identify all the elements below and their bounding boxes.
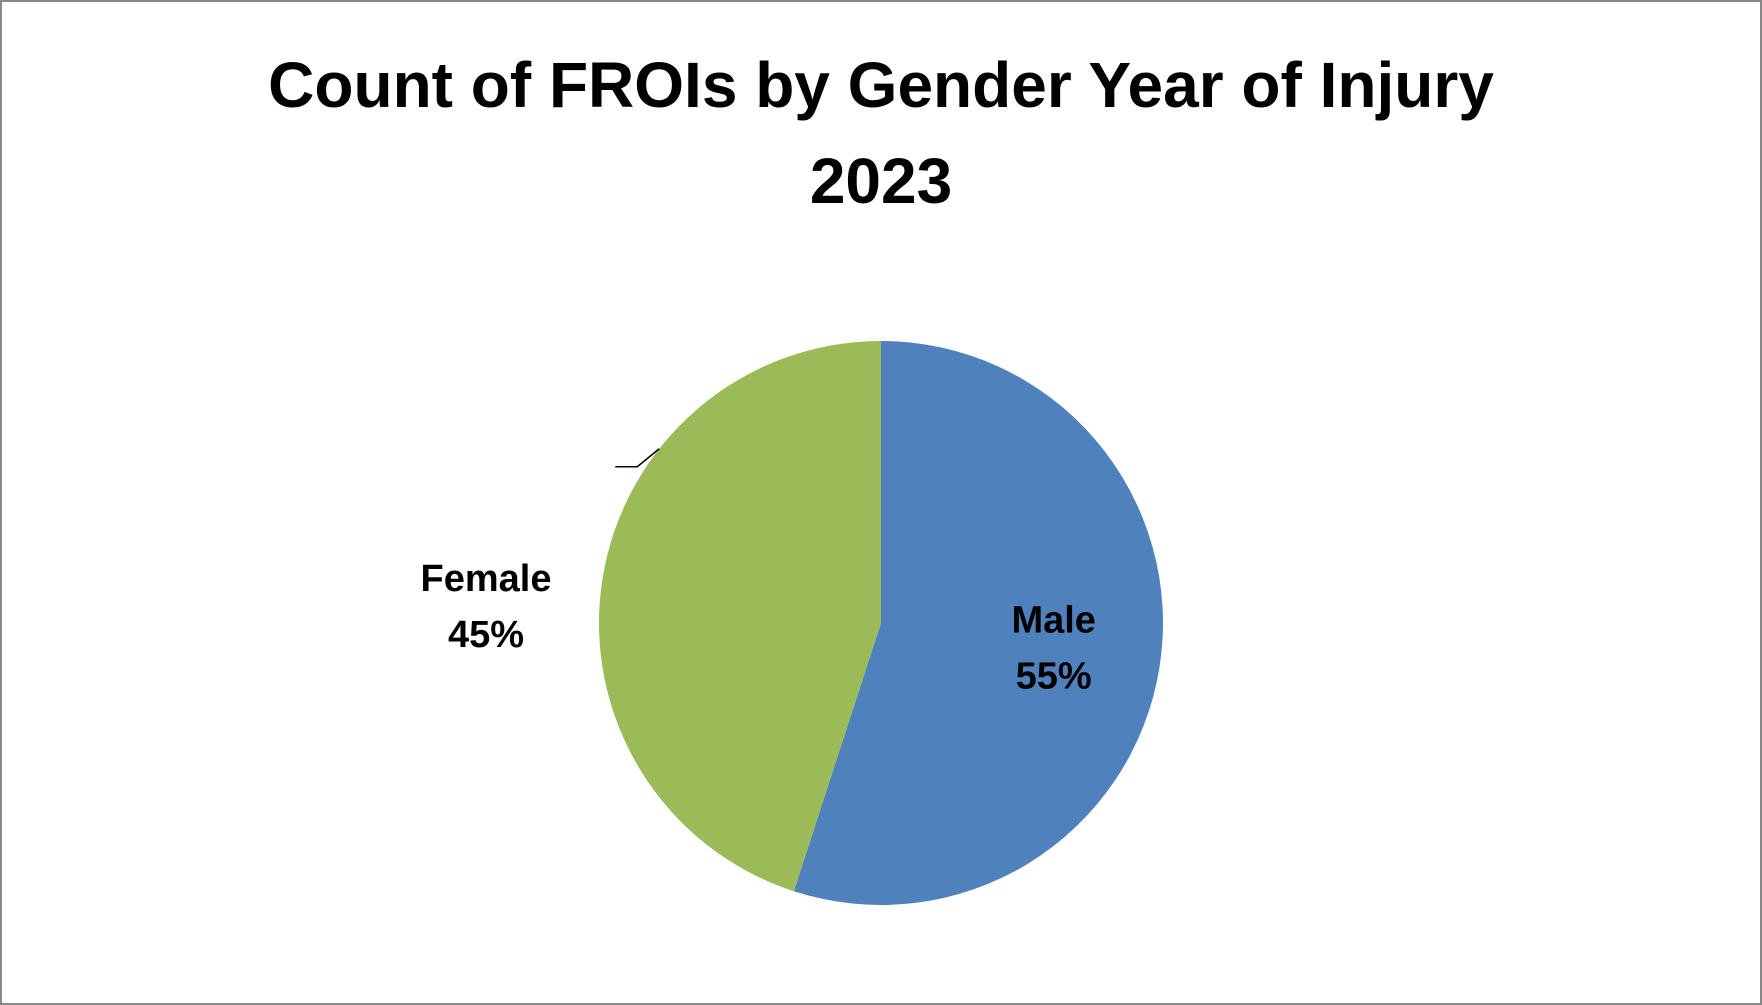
data-label-value: 55% (1016, 655, 1092, 697)
pie-slice (599, 341, 881, 892)
data-label-category: Male (1011, 599, 1095, 641)
pie-slice (793, 341, 1164, 905)
data-label-value: 45% (448, 614, 524, 656)
leader-line (615, 448, 660, 468)
data-label-category: Female (421, 558, 552, 600)
chart-title: Count of FROIs by Gender Year of Injury 2… (268, 49, 1494, 217)
